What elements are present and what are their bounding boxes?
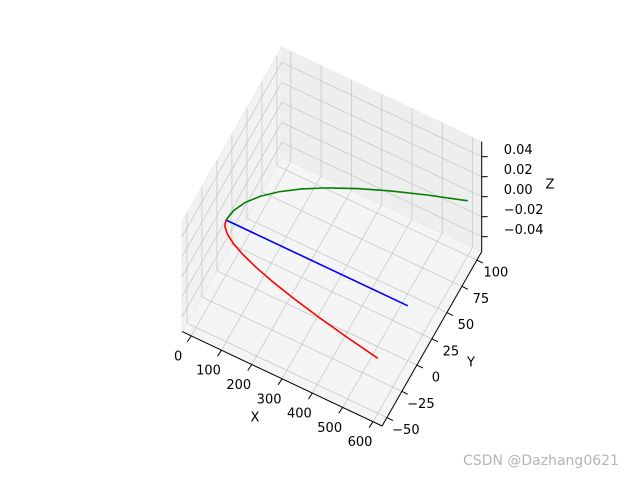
y-tick-label: 0 — [432, 371, 440, 386]
x-tick — [186, 335, 192, 343]
y-tick-label: 25 — [443, 344, 460, 359]
grid-line — [281, 81, 482, 178]
y-tick-label: −50 — [392, 423, 419, 438]
line — [225, 187, 468, 221]
y-tick — [401, 390, 409, 395]
x-tick-label: 300 — [257, 392, 282, 407]
grid-line — [181, 62, 283, 237]
grid-line — [231, 244, 433, 340]
z-tick-label: 0.04 — [504, 143, 533, 158]
x-tick — [338, 407, 344, 414]
y-tick-label: 50 — [458, 318, 475, 333]
z-tick-label: −0.04 — [504, 223, 544, 238]
grid-line — [261, 191, 463, 287]
x-tick-label: 400 — [287, 407, 312, 422]
x-tick — [307, 392, 313, 400]
x-tick-label: 600 — [348, 435, 373, 450]
watermark: CSDN @Dazhang0621 — [463, 453, 619, 469]
x-tick — [247, 364, 253, 371]
y-tick — [446, 312, 454, 317]
x-tick-label: 100 — [196, 364, 221, 379]
y-tick-label: −25 — [407, 397, 434, 412]
x-tick-label: 0 — [174, 349, 182, 364]
grid-line — [186, 322, 388, 418]
y-tick-label: 100 — [483, 266, 508, 281]
y-tick — [476, 259, 484, 264]
z-axis-label: Z — [546, 178, 555, 193]
z-tick-label: −0.02 — [504, 203, 544, 218]
grid-line — [216, 270, 418, 366]
x-tick-label: 500 — [317, 421, 342, 436]
z-tick-label: 0.02 — [504, 163, 533, 178]
z-tick-label: 0.00 — [504, 183, 533, 198]
y-tick — [416, 364, 424, 369]
grid-line — [181, 122, 283, 297]
x-tick — [277, 378, 283, 386]
x-axis-label: X — [251, 411, 260, 426]
x-tick — [368, 421, 374, 428]
grid-line — [281, 121, 482, 218]
grid-line — [181, 102, 283, 277]
x-tick-label: 200 — [226, 378, 251, 393]
grid-line — [281, 61, 482, 158]
x-tick — [217, 349, 222, 357]
y-axis-label: Y — [466, 356, 475, 371]
grid-line — [281, 101, 482, 198]
y-tick — [386, 417, 394, 422]
grid-line — [246, 217, 448, 313]
grid-line — [181, 82, 283, 257]
y-tick — [461, 285, 469, 290]
grid-line — [181, 142, 283, 317]
y-tick-label: 75 — [473, 292, 490, 307]
grid-line — [276, 165, 478, 261]
y-tick — [431, 338, 439, 343]
line — [223, 219, 379, 359]
grid-line — [201, 296, 403, 392]
line — [225, 219, 409, 307]
